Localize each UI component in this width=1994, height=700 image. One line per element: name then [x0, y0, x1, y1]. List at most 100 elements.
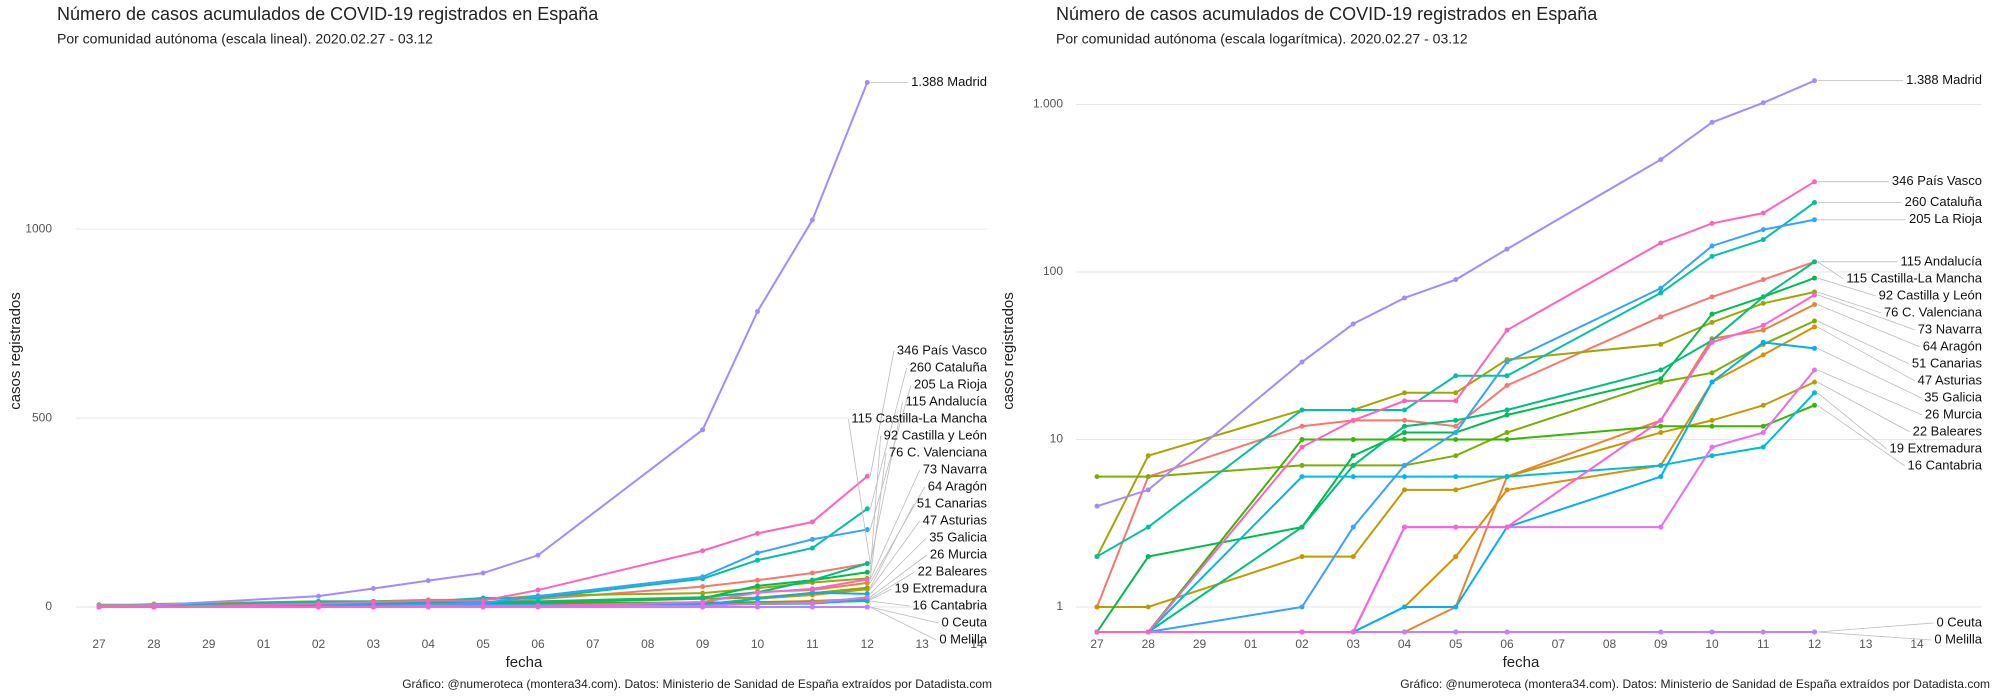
data-point [1658, 423, 1664, 429]
data-point [1402, 430, 1407, 436]
series-label: 26 Murcia [930, 546, 988, 561]
data-point [1350, 462, 1356, 468]
label-leader [1817, 304, 1920, 348]
data-point [1504, 474, 1510, 480]
data-point [1709, 453, 1715, 459]
data-point [1812, 301, 1817, 307]
data-point [1812, 345, 1817, 351]
data-point [1402, 398, 1407, 404]
label-leader [1817, 291, 1882, 314]
data-point [1453, 474, 1459, 480]
y-tick-label: 100 [1043, 264, 1063, 278]
x-tick-label: 08 [641, 637, 655, 651]
data-point [1453, 373, 1459, 379]
data-point [864, 585, 870, 591]
x-tick-label: 02 [1295, 637, 1309, 651]
x-tick-label: 07 [586, 637, 600, 651]
data-point [809, 536, 815, 542]
series-label: 47 Asturias [1918, 372, 1983, 387]
data-point [1760, 100, 1766, 106]
data-point [1812, 402, 1817, 408]
data-point [316, 601, 321, 607]
series-line [1096, 201, 1816, 558]
series-line [98, 507, 868, 608]
x-tick-label: 27 [92, 637, 106, 651]
data-point [1812, 275, 1817, 281]
data-point [1709, 311, 1715, 317]
series-label: 51 Canarias [1912, 355, 1983, 370]
data-point [1402, 462, 1407, 468]
chart-subtitle: Por comunidad autónoma (escala logarítmi… [1056, 31, 1468, 47]
data-point [1504, 524, 1510, 530]
data-point [1709, 339, 1715, 345]
label-leader [869, 452, 887, 579]
series-label: 35 Galicia [929, 529, 988, 544]
chart-title: Número de casos acumulados de COVID-19 r… [57, 4, 599, 24]
label-leader [1817, 392, 1887, 450]
data-point [1760, 339, 1766, 345]
data-point [809, 545, 815, 551]
data-point [1094, 503, 1100, 509]
data-point [1760, 430, 1766, 436]
data-point [809, 217, 815, 223]
x-tick-label: 28 [147, 637, 161, 651]
data-point [535, 587, 541, 593]
x-tick-label: 13 [915, 637, 929, 651]
data-point [755, 530, 760, 536]
series-label: 205 La Rioja [914, 376, 988, 391]
series-label: 19 Extremadura [1890, 440, 1983, 455]
series-label: 19 Extremadura [895, 580, 988, 595]
data-point [1453, 554, 1459, 560]
data-point [1402, 629, 1407, 635]
data-point [1094, 604, 1100, 610]
label-leader [869, 520, 920, 590]
data-point [1658, 430, 1664, 436]
data-point [700, 603, 706, 609]
x-tick-label: 05 [1449, 637, 1463, 651]
data-point [700, 584, 706, 590]
series-label: 76 C. Valenciana [889, 444, 988, 459]
data-point [1709, 243, 1715, 249]
y-axis-label: casos registrados [7, 292, 24, 410]
data-point [700, 594, 706, 600]
data-point [1299, 359, 1305, 365]
data-point [809, 519, 815, 525]
data-point [535, 603, 541, 609]
data-point [1812, 259, 1817, 265]
label-leader [1817, 381, 1910, 433]
data-point [1504, 436, 1510, 442]
data-point [1299, 474, 1305, 480]
data-point [1658, 240, 1664, 246]
series-label: 64 Aragón [1923, 338, 1982, 353]
data-point [1504, 359, 1510, 365]
data-point [864, 79, 870, 85]
y-tick-label: 500 [32, 410, 52, 424]
data-point [864, 569, 870, 575]
series-label: 73 Navarra [1918, 321, 1983, 336]
data-point [1402, 295, 1407, 301]
x-axis-label: fecha [506, 654, 543, 671]
chart-subtitle: Por comunidad autónoma (escala lineal). … [57, 31, 433, 47]
data-point [1402, 604, 1407, 610]
data-point [1709, 417, 1715, 423]
x-tick-label: 12 [1808, 637, 1822, 651]
x-tick-label: 27 [1090, 637, 1104, 651]
data-point [1812, 217, 1817, 223]
data-point [1504, 430, 1510, 436]
data-point [425, 578, 431, 584]
data-point [1453, 417, 1459, 423]
data-point [1299, 629, 1305, 635]
data-point [1658, 474, 1664, 480]
label-leader [869, 469, 921, 580]
data-point [1812, 367, 1817, 373]
data-point [1350, 407, 1356, 413]
data-point [1350, 436, 1356, 442]
data-point [1350, 321, 1356, 327]
data-point [425, 603, 431, 609]
data-point [1145, 474, 1151, 480]
data-point [809, 577, 815, 583]
data-point [1760, 210, 1766, 216]
data-point [864, 473, 870, 479]
data-point [1350, 474, 1356, 480]
data-point [1145, 524, 1151, 530]
